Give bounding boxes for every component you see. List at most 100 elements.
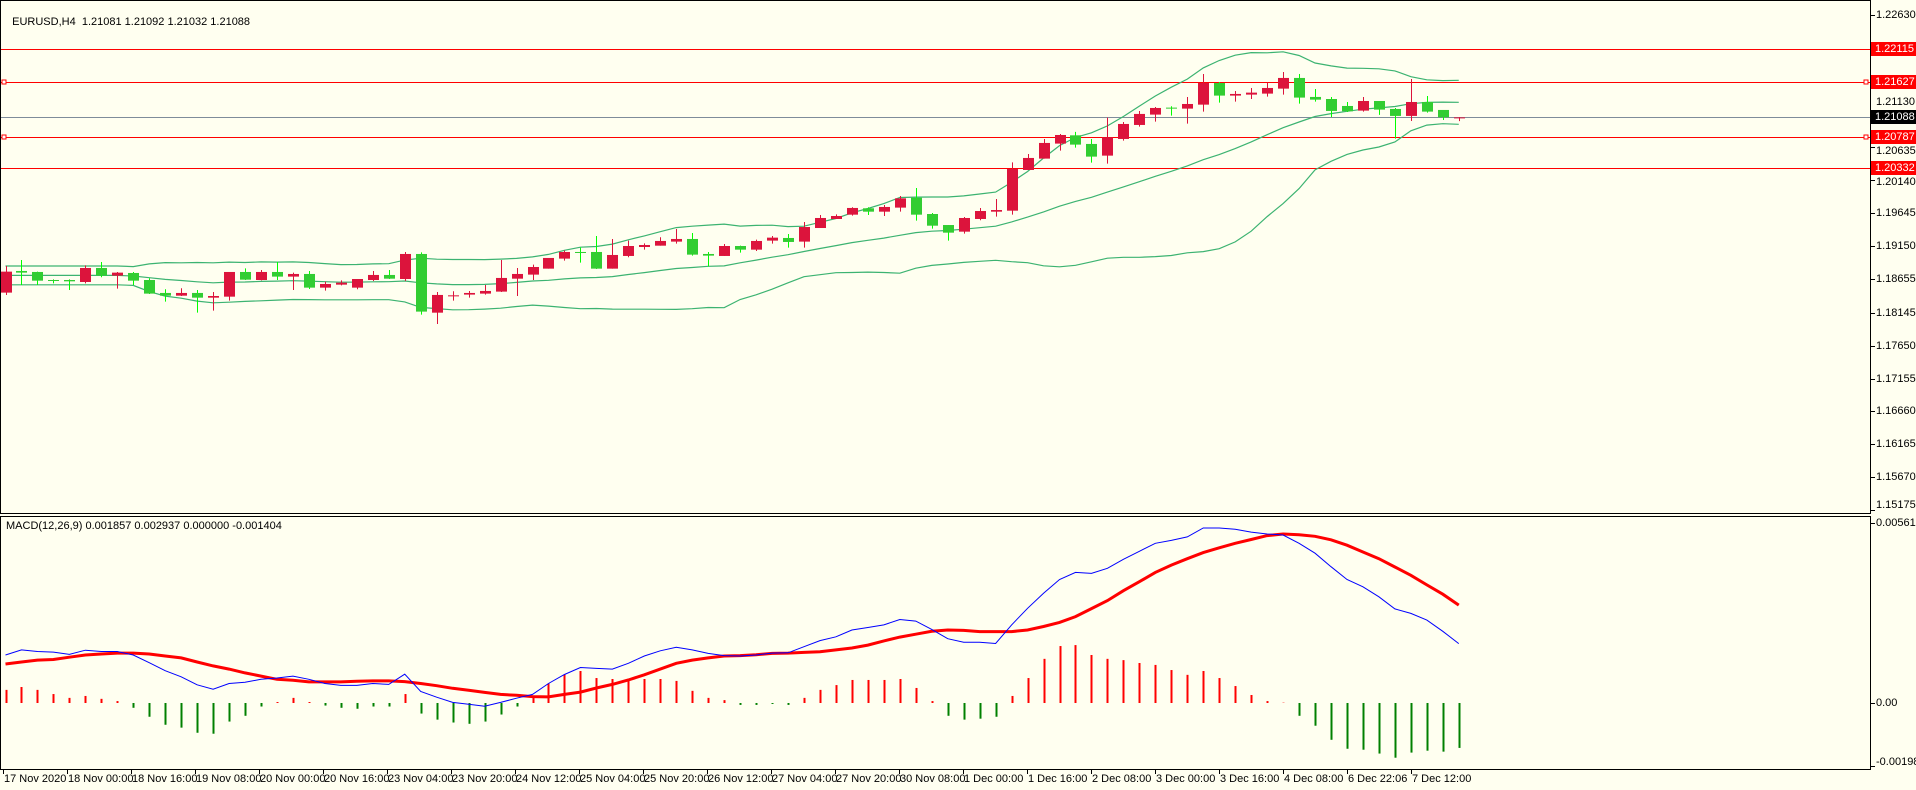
candle-body bbox=[32, 271, 43, 281]
time-label: 6 Dec 22:06 bbox=[1348, 773, 1408, 785]
time-tick-mark bbox=[1219, 770, 1220, 774]
candle bbox=[1150, 106, 1161, 122]
candle-body bbox=[559, 251, 570, 259]
candle-body bbox=[144, 280, 155, 294]
candle-body bbox=[767, 237, 778, 241]
candle bbox=[687, 232, 698, 256]
line-end-marker bbox=[1863, 134, 1869, 140]
candle bbox=[32, 271, 43, 285]
candle-body bbox=[432, 294, 443, 313]
macd-tick-label: 0.00 bbox=[1876, 697, 1898, 709]
candle-body bbox=[1198, 82, 1209, 105]
price-tick-mark bbox=[1871, 180, 1875, 181]
candle bbox=[911, 187, 922, 221]
candle bbox=[831, 214, 842, 219]
price-tick-mark bbox=[1871, 115, 1875, 116]
price-tick-mark bbox=[1871, 510, 1875, 511]
candle bbox=[464, 290, 475, 298]
time-tick-mark bbox=[195, 770, 196, 774]
candle bbox=[384, 269, 395, 280]
time-label: 1 Dec 00:00 bbox=[964, 773, 1024, 785]
macd-indicator-panel[interactable] bbox=[0, 516, 1871, 770]
bollinger-middle-band bbox=[5, 101, 1459, 286]
candle-body bbox=[208, 296, 219, 298]
candle bbox=[1007, 162, 1018, 215]
candle bbox=[368, 270, 379, 281]
candle-body bbox=[703, 253, 714, 256]
candle bbox=[1070, 131, 1081, 148]
candle-body bbox=[272, 271, 283, 277]
candle-body bbox=[751, 240, 762, 250]
candle bbox=[559, 250, 570, 261]
candle bbox=[1454, 117, 1465, 122]
line-start-marker bbox=[1, 134, 7, 140]
time-tick-mark bbox=[3, 770, 4, 774]
candle-body bbox=[943, 225, 954, 233]
candle-body bbox=[671, 238, 682, 242]
price-line-tag: 1.20332 bbox=[1871, 160, 1916, 175]
candle-body bbox=[1310, 96, 1321, 100]
line-start-marker bbox=[1, 79, 7, 85]
candle-body bbox=[783, 237, 794, 242]
candle-body bbox=[591, 251, 602, 269]
time-tick-mark bbox=[1027, 770, 1028, 774]
price-tick-mark bbox=[1871, 15, 1875, 16]
price-tick-label: 1.21130 bbox=[1876, 95, 1915, 108]
candle bbox=[1023, 153, 1034, 170]
time-label: 24 Nov 12:00 bbox=[516, 773, 582, 785]
candle-body bbox=[735, 246, 746, 250]
candle bbox=[1230, 90, 1241, 102]
candle-body bbox=[304, 273, 315, 288]
candle bbox=[1358, 96, 1369, 112]
candle bbox=[64, 279, 75, 290]
time-tick-mark bbox=[515, 770, 516, 774]
candle bbox=[1214, 81, 1225, 103]
price-line-tag: 1.22115 bbox=[1871, 42, 1916, 57]
candle-body bbox=[480, 290, 491, 294]
candle bbox=[1342, 101, 1353, 112]
candle bbox=[735, 245, 746, 253]
price-tick-mark bbox=[1871, 346, 1875, 347]
candle bbox=[959, 216, 970, 234]
time-label: 1 Dec 16:00 bbox=[1028, 773, 1088, 785]
candle-body bbox=[575, 251, 586, 253]
price-tick-label: 1.15670 bbox=[1876, 471, 1916, 484]
time-label: 4 Dec 08:00 bbox=[1284, 773, 1344, 785]
candle-body bbox=[1, 271, 12, 293]
time-label: 20 Nov 16:00 bbox=[324, 773, 390, 785]
time-label: 2 Dec 08:00 bbox=[1092, 773, 1152, 785]
candle bbox=[96, 262, 107, 278]
time-tick-mark bbox=[451, 770, 452, 774]
macd-chart-canvas[interactable] bbox=[0, 0, 1870, 769]
candle bbox=[591, 235, 602, 269]
candle bbox=[144, 278, 155, 294]
time-tick-mark bbox=[771, 770, 772, 774]
candle-body bbox=[16, 270, 27, 273]
time-tick-mark bbox=[643, 770, 644, 774]
price-tick-mark bbox=[1871, 411, 1875, 412]
price-chart-canvas[interactable] bbox=[0, 0, 1870, 513]
candle-body bbox=[176, 292, 187, 296]
candle bbox=[1406, 78, 1417, 121]
candle bbox=[1055, 133, 1066, 151]
candle bbox=[320, 281, 331, 291]
candle-body bbox=[1102, 137, 1113, 156]
time-label: 23 Nov 20:00 bbox=[452, 773, 518, 785]
candle-body bbox=[416, 253, 427, 312]
candle bbox=[48, 279, 59, 284]
price-chart-panel[interactable] bbox=[0, 0, 1871, 514]
candle bbox=[192, 289, 203, 313]
candle bbox=[128, 271, 139, 285]
candle-body bbox=[1055, 134, 1066, 144]
macd-tick-mark bbox=[1871, 766, 1875, 767]
time-label: 3 Dec 00:00 bbox=[1156, 773, 1216, 785]
price-tick-label: 1.16660 bbox=[1876, 405, 1916, 418]
candle-body bbox=[128, 272, 139, 281]
time-label: 18 Nov 00:00 bbox=[68, 773, 134, 785]
candle bbox=[1294, 73, 1305, 104]
candle bbox=[975, 207, 986, 221]
time-tick-mark bbox=[707, 770, 708, 774]
candle bbox=[1086, 138, 1097, 163]
macd-tick-label: -0.001981 bbox=[1876, 756, 1916, 768]
candle-body bbox=[112, 272, 123, 276]
